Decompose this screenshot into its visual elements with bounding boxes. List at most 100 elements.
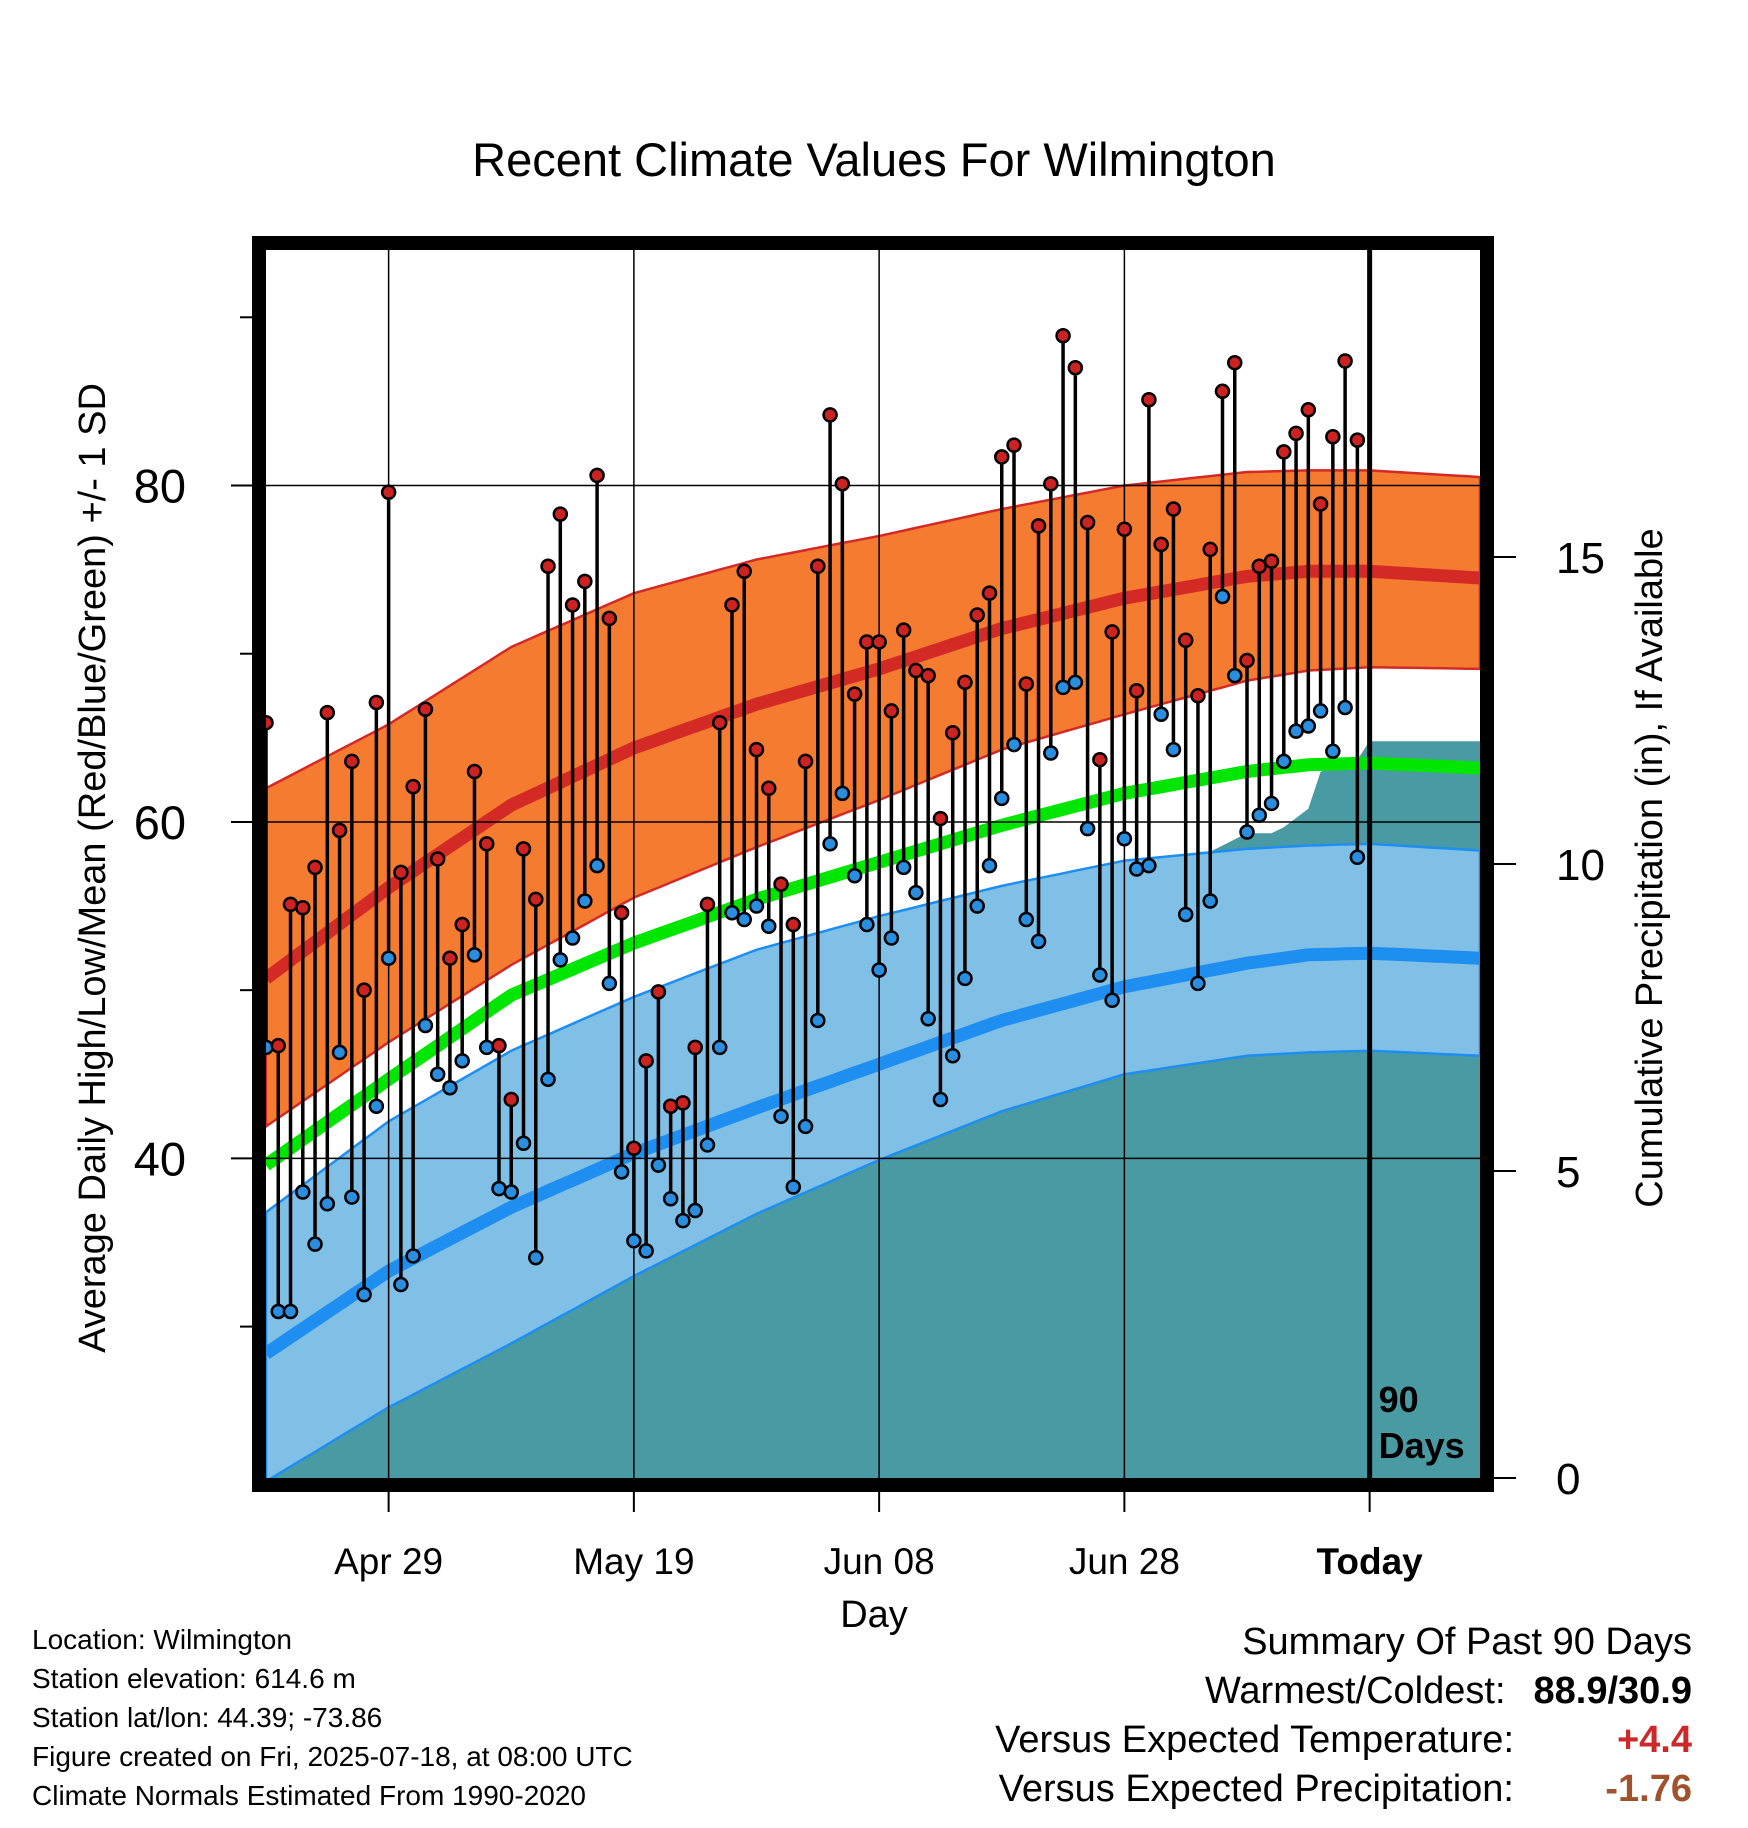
high-temp-point bbox=[319, 704, 336, 721]
low-temp-point bbox=[295, 1184, 311, 1200]
high-temp-point bbox=[736, 563, 752, 580]
high-temp-point bbox=[270, 1037, 287, 1054]
high-temp-point bbox=[589, 467, 605, 484]
low-temp-point bbox=[1239, 824, 1255, 840]
temp-anomaly-label: Versus Expected Temperature: bbox=[995, 1719, 1514, 1761]
high-temp-point bbox=[331, 822, 348, 839]
high-temp-point bbox=[662, 1098, 679, 1114]
low-temp-point bbox=[429, 1066, 446, 1083]
high-temp-point bbox=[613, 905, 630, 921]
high-temp-point bbox=[810, 558, 826, 575]
summary-panel: Summary Of Past 90 Days Warmest/Coldest:… bbox=[995, 1618, 1692, 1814]
low-temp-point bbox=[883, 930, 900, 946]
high-temp-point bbox=[699, 896, 716, 913]
low-temp-point bbox=[711, 1039, 728, 1056]
high-temp-point bbox=[393, 864, 409, 881]
low-temp-point bbox=[331, 1044, 348, 1061]
low-temp-point bbox=[846, 868, 863, 884]
high-temp-point bbox=[687, 1039, 703, 1056]
high-temp-point bbox=[1312, 496, 1329, 512]
plot-clip-group bbox=[266, 250, 1480, 1478]
high-temp-point bbox=[638, 1053, 654, 1069]
low-temp-point bbox=[552, 952, 569, 968]
low-temp-point bbox=[1300, 718, 1317, 734]
low-temp-point bbox=[1177, 906, 1194, 923]
high-temp-point bbox=[577, 573, 593, 590]
low-temp-point bbox=[1116, 831, 1133, 847]
high-temp-point bbox=[429, 851, 446, 867]
high-normal-line bbox=[266, 564, 1480, 984]
low-temp-point bbox=[1067, 674, 1084, 691]
low-temp-point bbox=[699, 1137, 716, 1153]
low-temp-point bbox=[1018, 911, 1035, 928]
plot-frame bbox=[252, 236, 1494, 1492]
low-temp-point bbox=[638, 1243, 654, 1259]
x-tick-label: May 19 bbox=[573, 1541, 694, 1582]
x-tick-label: Apr 29 bbox=[334, 1541, 443, 1582]
low-temp-point bbox=[577, 893, 593, 909]
summary-heading: Summary Of Past 90 Days bbox=[1242, 1621, 1692, 1663]
low-temp-point bbox=[368, 1098, 385, 1114]
location-text: Location: Wilmington bbox=[32, 1624, 292, 1655]
high-temp-point bbox=[920, 667, 936, 684]
high-temp-point bbox=[957, 674, 973, 691]
high-temp-point bbox=[711, 714, 728, 731]
high-temp-point bbox=[405, 778, 421, 795]
low-temp-point bbox=[724, 905, 740, 921]
precip-anomaly-label: Versus Expected Precipitation: bbox=[998, 1768, 1514, 1810]
high-temp-point bbox=[282, 896, 299, 913]
low-temp-point bbox=[994, 790, 1010, 807]
high-temp-point bbox=[773, 876, 789, 892]
high-temp-point bbox=[1325, 428, 1341, 445]
low-temp-point bbox=[908, 884, 924, 901]
high-temp-point bbox=[1055, 328, 1071, 344]
precip-anomaly-value: -1.76 bbox=[1605, 1768, 1692, 1810]
low-temp-point bbox=[282, 1303, 299, 1320]
high-temp-point bbox=[491, 1037, 507, 1054]
low-temp-point bbox=[442, 1079, 458, 1096]
low-temp-point bbox=[393, 1276, 409, 1293]
high-temp-point bbox=[834, 476, 851, 492]
low-temp-point bbox=[748, 898, 765, 914]
low-temp-point bbox=[1141, 857, 1157, 874]
low-temp-point bbox=[1337, 699, 1353, 716]
low-temp-point bbox=[1165, 741, 1182, 758]
low-temp-point bbox=[1006, 736, 1022, 753]
station-info: Location: Wilmington Station elevation: … bbox=[32, 1620, 633, 1815]
low-temp-point bbox=[1251, 807, 1268, 823]
low-temp-point bbox=[920, 1011, 936, 1027]
high-temp-point bbox=[1337, 353, 1353, 369]
high-temp-point bbox=[442, 950, 458, 966]
low-temp-point bbox=[895, 859, 912, 876]
warm-cold-value: 88.9/30.9 bbox=[1533, 1670, 1692, 1712]
low-temp-point bbox=[405, 1248, 421, 1264]
y2-axis-label: Cumulative Precipitation (in), If Availa… bbox=[1629, 528, 1671, 1207]
plot-area: 90 Days bbox=[266, 250, 1480, 1478]
high-temp-point bbox=[932, 810, 949, 827]
low-temp-point bbox=[1226, 667, 1243, 684]
low-temp-point bbox=[503, 1184, 520, 1200]
x-tick-label: Jun 28 bbox=[1069, 1541, 1180, 1582]
today-marker-label-2: Days bbox=[1379, 1425, 1465, 1466]
high-temp-point bbox=[1239, 652, 1255, 669]
low-temp-point bbox=[466, 947, 483, 963]
high-temp-point bbox=[981, 585, 998, 601]
high-temp-point bbox=[1079, 514, 1096, 531]
high-temp-point bbox=[1165, 501, 1182, 517]
high-temp-point bbox=[822, 407, 838, 423]
low-temp-point bbox=[540, 1071, 556, 1088]
mean-normal-line bbox=[266, 756, 1480, 1171]
low-temp-point bbox=[380, 950, 397, 966]
high-temp-point bbox=[266, 714, 274, 731]
warm-cold-label: Warmest/Coldest: bbox=[1204, 1670, 1506, 1712]
high-temp-point bbox=[1288, 425, 1304, 442]
low-temp-point bbox=[344, 1189, 360, 1205]
low-temp-point bbox=[1202, 893, 1218, 909]
high-temp-point bbox=[895, 622, 912, 638]
low-temp-point bbox=[515, 1135, 532, 1151]
y-axis-label: Average Daily High/Low/Mean (Red/Blue/Gr… bbox=[72, 383, 114, 1353]
high-temp-point bbox=[368, 694, 385, 711]
temp-anomaly-row: Versus Expected Temperature: +4.4 bbox=[995, 1716, 1692, 1765]
y-tick-label: 40 bbox=[134, 1132, 186, 1185]
